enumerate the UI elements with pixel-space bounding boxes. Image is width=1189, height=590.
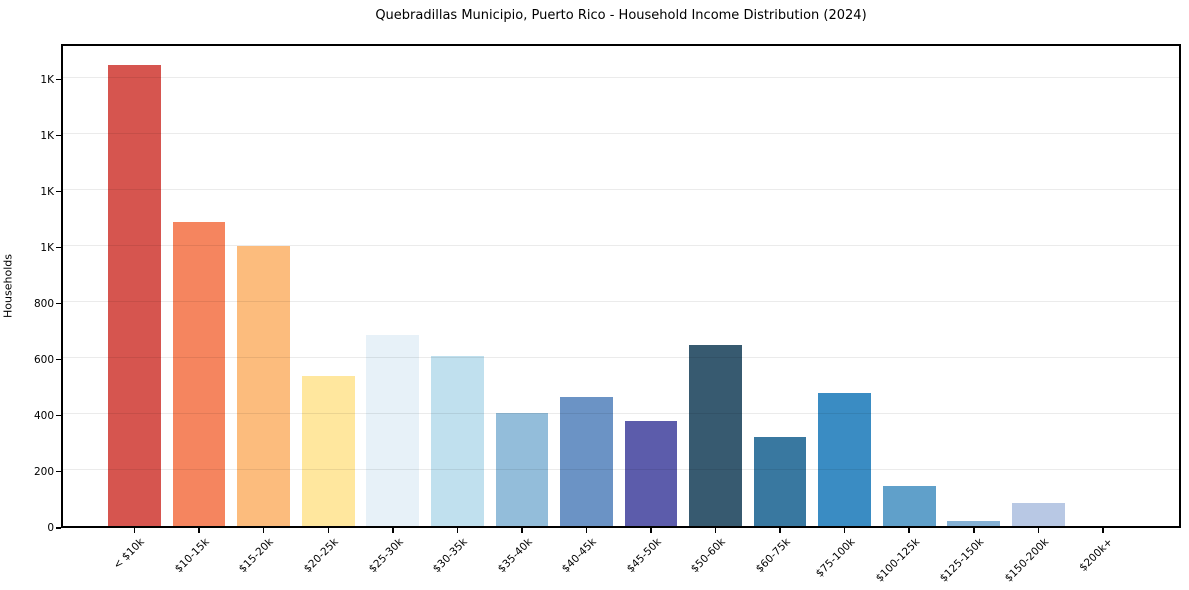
x-tick-label: $40-45k — [559, 536, 599, 576]
bar-$40-45k — [560, 396, 613, 526]
x-tick-label: $20-25k — [301, 536, 341, 576]
x-tick-mark — [133, 528, 136, 533]
y-tick-mark — [56, 246, 61, 249]
bar-$10-15k — [172, 221, 226, 526]
y-tick-mark — [56, 414, 61, 417]
y-tick-label: 0 — [47, 522, 54, 534]
bar-$25-30k — [366, 335, 420, 526]
gridline — [63, 244, 1179, 246]
x-tick-label: $35-40k — [495, 536, 535, 576]
y-tick-mark — [56, 358, 61, 361]
gridline — [63, 356, 1179, 358]
x-tick-mark — [650, 528, 652, 533]
bar-$75-100k — [818, 392, 871, 526]
x-tick-mark — [456, 528, 459, 533]
y-tick-label: 600 — [33, 353, 54, 366]
x-tick-label: $15-20k — [237, 536, 277, 576]
x-tick-mark — [1102, 528, 1104, 533]
bar-$50-60k — [689, 345, 742, 526]
gridline — [63, 468, 1179, 470]
y-tick-label: 800 — [33, 297, 54, 310]
bar-$30-35k — [431, 355, 484, 526]
bar-$150-200k — [1011, 503, 1065, 526]
x-tick-label: $30-35k — [430, 536, 470, 576]
gridline — [63, 300, 1179, 302]
y-tick-label: 1K — [40, 185, 54, 198]
y-tick-label: 400 — [33, 409, 54, 422]
bar-< $10k — [108, 64, 161, 526]
bar-$60-75k — [753, 436, 807, 526]
y-tick-mark — [56, 190, 61, 193]
x-tick-mark — [262, 528, 265, 533]
y-tick-label: 1K — [40, 129, 54, 142]
y-tick-label: 1K — [40, 241, 54, 254]
x-tick-mark — [521, 528, 523, 533]
x-tick-mark — [392, 528, 394, 533]
y-tick-mark — [56, 134, 61, 137]
y-tick-mark — [56, 78, 61, 81]
x-tick-mark — [327, 528, 329, 533]
y-tick-mark — [56, 302, 61, 305]
y-tick-mark — [56, 470, 61, 473]
x-tick-label: $125-150k — [937, 536, 987, 585]
x-tick-mark — [908, 528, 910, 533]
plot-area — [61, 44, 1181, 528]
x-tick-label: $50-60k — [688, 536, 729, 576]
gridline — [63, 132, 1179, 134]
x-tick-mark — [198, 528, 200, 533]
x-tick-label: $75-100k — [813, 536, 858, 580]
bar-$35-40k — [495, 412, 549, 526]
x-tick-mark — [973, 528, 975, 533]
bar-$15-20k — [237, 246, 291, 526]
x-tick-label: $200k+ — [1077, 536, 1116, 574]
x-tick-label: $25-30k — [366, 536, 406, 576]
x-tick-label: $45-50k — [624, 536, 664, 576]
bar-$100-125k — [882, 485, 936, 526]
x-tick-mark — [585, 528, 588, 533]
y-tick-label: 200 — [33, 465, 54, 478]
gridline — [63, 188, 1179, 190]
y-tick-label: 1K — [40, 73, 54, 86]
x-tick-label: $100-125k — [873, 536, 922, 585]
x-tick-label: < $10k — [111, 536, 148, 572]
bar-$125-150k — [947, 520, 1001, 526]
y-tick-mark — [56, 527, 61, 529]
gridline — [63, 412, 1179, 414]
x-tick-mark — [779, 528, 781, 533]
bar-$20-25k — [301, 375, 355, 526]
x-tick-mark — [714, 528, 717, 533]
x-tick-label: $10-15k — [172, 536, 212, 576]
x-tick-mark — [1037, 528, 1040, 533]
bar-$45-50k — [624, 420, 678, 526]
x-tick-label: $60-75k — [753, 536, 793, 576]
chart-title: Quebradillas Municipio, Puerto Rico - Ho… — [375, 8, 867, 23]
x-tick-label: $150-200k — [1002, 536, 1051, 585]
gridline — [63, 76, 1179, 78]
x-tick-mark — [843, 528, 846, 533]
